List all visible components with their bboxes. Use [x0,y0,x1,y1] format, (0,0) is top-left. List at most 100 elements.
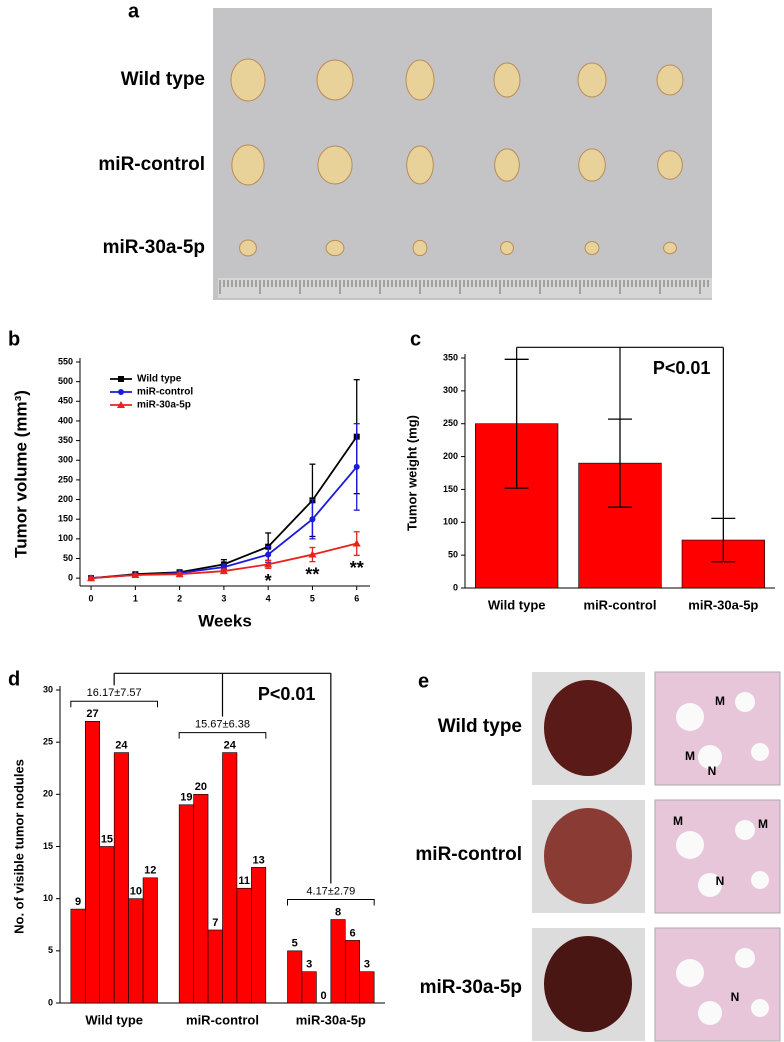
micrograph-label: M [715,694,725,708]
value-label: 7 [212,917,218,929]
bar [359,971,375,1004]
x-tick-label: miR-control [186,1012,259,1027]
alveolus [751,999,769,1017]
y-tick-label: 350 [58,435,73,445]
alveolus [735,948,755,968]
x-tick-label: 5 [310,593,315,603]
x-tick-label: 0 [89,593,94,603]
micrograph-label: N [731,990,740,1004]
value-label: 24 [224,740,237,752]
bar [251,867,267,1004]
tumor [577,62,607,98]
bar [70,908,86,1004]
bar [344,940,361,1004]
x-tick-label: 6 [354,593,359,603]
y-tick-label: 300 [443,385,458,395]
x-tick-label: 3 [221,593,226,603]
x-tick-label: miR-30a-5p [688,597,758,612]
value-label: 19 [180,792,192,804]
y-tick-label: 10 [43,893,53,903]
group-label: 15.67±6.38 [195,719,250,731]
tumor [657,150,683,180]
value-label: 10 [130,886,142,898]
annotation: ** [305,564,319,584]
row-label: miR-control [415,844,522,865]
legend-label: miR-30a-5p [137,400,191,411]
marker [308,550,317,558]
row-label: Wild type [121,69,205,90]
panel-letter: a [128,0,140,22]
row-label: miR-30a-5p [420,977,522,998]
y-tick-label: 25 [43,737,53,747]
marker [352,539,361,547]
y-tick-label: 550 [58,356,73,366]
bar [207,929,223,1004]
alveolus [735,692,755,712]
panel-letter: e [418,670,429,692]
marker [131,570,140,578]
bar [128,898,144,1004]
micrograph-label: M [758,817,768,831]
alveolus [676,703,704,731]
marker [353,463,360,470]
y-tick-label: 150 [443,484,458,494]
bar [301,971,317,1004]
value-label: 9 [75,896,81,908]
y-tick-label: 30 [43,684,53,694]
y-axis-label: Tumor volume (mm³) [11,390,30,558]
bar [99,846,115,1004]
annotation: P<0.01 [653,358,711,378]
photo [213,8,712,300]
tumor [231,144,265,186]
value-label: 5 [292,938,298,950]
annotation: P<0.01 [258,684,316,704]
legend-label: miR-control [137,387,193,398]
x-axis-label: Weeks [198,611,252,630]
value-label: 11 [238,875,250,887]
legend-label: Wild type [137,374,182,385]
y-tick-label: 0 [48,997,53,1007]
x-tick-label: miR-30a-5p [296,1012,366,1027]
y-tick-label: 300 [58,455,73,465]
tumor [405,59,435,101]
bar [330,919,346,1004]
alveolus [698,1001,722,1025]
bar [236,887,252,1004]
x-tick-label: miR-control [584,597,657,612]
value-label: 27 [86,708,98,720]
y-tick-label: 500 [58,376,73,386]
tumor [412,239,428,257]
annotation: * [265,571,272,591]
value-label: 13 [252,854,264,866]
y-tick-label: 20 [43,789,53,799]
y-axis-label: No. of visible tumor nodules [11,759,26,934]
bar [287,950,303,1004]
marker [265,551,272,558]
row-label: miR-30a-5p [103,237,205,258]
micrograph-label: M [685,749,695,763]
y-tick-label: 400 [58,415,73,425]
tumor [230,58,266,102]
tumor [578,148,606,182]
x-tick-label: 1 [133,593,138,603]
x-tick-label: 4 [266,593,271,603]
y-tick-label: 100 [443,517,458,527]
alveolus [698,745,722,769]
value-label: 24 [115,740,128,752]
tumor [239,239,257,257]
bar [193,794,209,1004]
x-tick-label: Wild type [85,1012,143,1027]
panel-letter: d [8,668,20,690]
y-tick-label: 200 [58,494,73,504]
marker [87,574,96,582]
micrograph [654,671,781,786]
tumor [325,239,345,257]
alveolus [735,820,755,840]
alveolus [676,959,704,987]
y-tick-label: 200 [443,451,458,461]
value-label: 3 [306,959,312,971]
marker [309,516,316,523]
marker [264,560,273,568]
bar [84,720,101,1004]
